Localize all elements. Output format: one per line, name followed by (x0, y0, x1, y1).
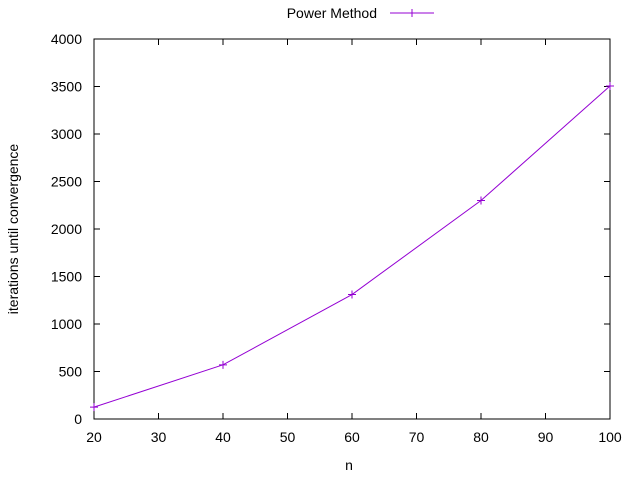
y-tick-label: 2000 (51, 221, 82, 237)
data-point-marker (477, 196, 485, 205)
y-tick-label: 500 (59, 364, 83, 380)
legend-marker-swatch (408, 9, 416, 17)
data-point-marker (90, 403, 98, 412)
y-tick-label: 2500 (51, 174, 82, 190)
x-tick-label: 90 (538, 429, 554, 445)
y-tick-label: 1000 (51, 316, 82, 332)
y-tick-label: 0 (74, 411, 82, 427)
legend: Power Method (287, 5, 434, 21)
y-tick-label: 4000 (51, 31, 82, 47)
series-layer (90, 82, 614, 412)
x-tick-label: 50 (280, 429, 296, 445)
series-line (93, 85, 611, 408)
y-tick-label: 1500 (51, 269, 82, 285)
x-tick-label: 20 (86, 429, 102, 445)
x-tick-label: 80 (473, 429, 489, 445)
x-tick-label: 60 (344, 429, 360, 445)
y-axis-ticks: 0 500 1000 1500 2000 2500 3000 3500 4000 (51, 31, 610, 427)
plot-frame (93, 38, 611, 420)
x-tick-label: 100 (598, 429, 622, 445)
y-tick-label: 3000 (51, 126, 82, 142)
data-point-marker (348, 290, 356, 299)
x-tick-label: 40 (215, 429, 231, 445)
y-tick-label: 3500 (51, 79, 82, 95)
x-axis-label: n (345, 457, 353, 473)
y-axis-label: iterations until convergence (5, 144, 21, 315)
data-point-marker (219, 360, 227, 369)
data-point-marker (606, 82, 614, 91)
x-axis-ticks: 20 30 40 50 60 70 80 90 100 (86, 39, 622, 445)
x-tick-label: 30 (151, 429, 167, 445)
x-tick-label: 70 (409, 429, 425, 445)
legend-label: Power Method (287, 5, 377, 21)
